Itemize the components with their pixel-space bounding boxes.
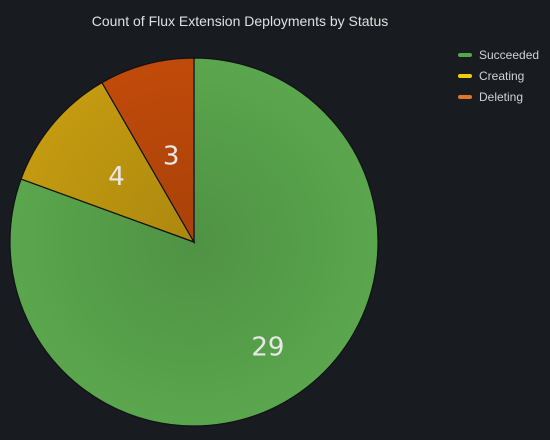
- legend-label-deleting: Deleting: [479, 89, 524, 104]
- legend-item-deleting[interactable]: Deleting: [458, 86, 539, 107]
- panel-title: Count of Flux Extension Deployments by S…: [91, 13, 389, 29]
- legend-swatch-creating: [458, 73, 472, 78]
- slice-value-deleting: 3: [163, 142, 180, 172]
- chart-legend: Succeeded Creating Deleting: [458, 44, 539, 107]
- legend-swatch-succeeded: [458, 52, 472, 57]
- legend-label-creating: Creating: [479, 68, 525, 83]
- legend-item-creating[interactable]: Creating: [458, 65, 539, 86]
- legend-swatch-deleting: [458, 94, 472, 99]
- legend-item-succeeded[interactable]: Succeeded: [458, 44, 539, 65]
- slice-value-creating: 4: [108, 162, 125, 192]
- legend-label-succeeded: Succeeded: [479, 47, 540, 62]
- slice-value-succeeded: 29: [251, 333, 284, 363]
